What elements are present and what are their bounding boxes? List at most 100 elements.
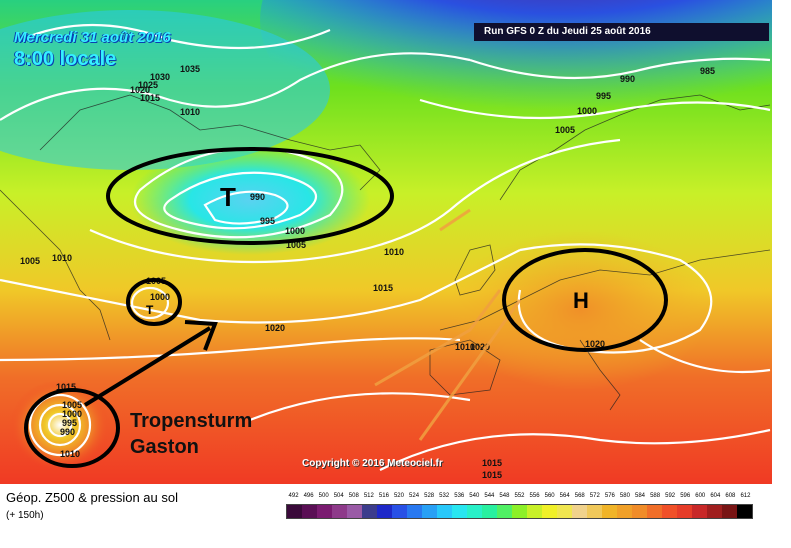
isobar-label: 990 [250, 192, 265, 202]
legend-tick-label: 612 [740, 493, 751, 499]
isobar-label: 1015 [140, 93, 160, 103]
isobar-label: 1010 [52, 253, 72, 263]
legend-tick-label: 588 [650, 493, 661, 499]
legend-swatch [587, 505, 602, 518]
high-annotation-circle [502, 248, 668, 352]
north-trough-area [260, 0, 772, 170]
legend-swatch [722, 505, 737, 518]
legend-tick-label: 568 [574, 493, 585, 499]
annotation-circles [24, 147, 668, 468]
isobar-label: 1000 [577, 106, 597, 116]
isobar-label: 1005 [20, 256, 40, 266]
small-low-annotation-circle [126, 278, 182, 326]
high-symbol: H [573, 288, 589, 313]
right-margin [772, 0, 791, 484]
color-legend [286, 504, 753, 519]
legend-tick-label: 528 [424, 493, 435, 499]
greenland-coast [39, 94, 381, 191]
isobar-label: 990 [620, 74, 635, 84]
isobar-label: 995 [596, 91, 611, 101]
legend-tick-label: 608 [725, 493, 736, 499]
legend-tick-label: 560 [544, 493, 555, 499]
legend-tick-label: 504 [333, 493, 344, 499]
legend-tick-label: 496 [303, 493, 314, 499]
legend-tick-label: 564 [559, 493, 570, 499]
legend-tick-label: 596 [680, 493, 691, 499]
uk-coast [454, 244, 496, 296]
isobar-label: 1030 [150, 72, 170, 82]
legend-swatch [452, 505, 467, 518]
legend-swatch [647, 505, 662, 518]
isobar-label: 990 [60, 427, 75, 437]
isobar-label: 1020 [470, 342, 490, 352]
isobar-label: 1000 [150, 292, 170, 302]
legend-swatch [707, 505, 722, 518]
iberia-coast [429, 339, 501, 396]
legend-tick-label: 548 [499, 493, 510, 499]
legend-swatch [317, 505, 332, 518]
isobar-label: 1005 [62, 400, 82, 410]
isobar-label: 1015 [482, 458, 502, 468]
system-symbols: T H T [146, 182, 589, 317]
isobar-label: 1010 [180, 107, 200, 117]
legend-swatch [302, 505, 317, 518]
legend-swatch [332, 505, 347, 518]
low-symbol: T [220, 182, 236, 212]
storm-track-arrow [83, 320, 218, 407]
legend-tick-label: 536 [454, 493, 465, 499]
legend-swatch [362, 505, 377, 518]
legend-swatch [407, 505, 422, 518]
legend-swatch [512, 505, 527, 518]
storm-annotation: Tropensturm Gaston [130, 408, 252, 460]
legend-swatch [392, 505, 407, 518]
isobar-label: 1000 [62, 409, 82, 419]
isobar-label: 1015 [373, 283, 393, 293]
legend-swatch [422, 505, 437, 518]
storm-label-line2: Gaston [130, 436, 199, 458]
low-core-area [130, 145, 370, 255]
isobar-label: 1015 [482, 470, 502, 480]
legend-swatch [542, 505, 557, 518]
storm-label-line1: Tropensturm [130, 410, 253, 432]
isobar-label: 1010 [60, 449, 80, 459]
coastlines [0, 94, 771, 411]
legend-swatch [347, 505, 362, 518]
legend-swatch [692, 505, 707, 518]
west-blue-area [0, 10, 330, 170]
legend-tick-label: 584 [635, 493, 646, 499]
legend-tick-label: 524 [409, 493, 420, 499]
forecast-hour: (+ 150h) [6, 510, 44, 521]
legend-swatch [617, 505, 632, 518]
legend-tick-label: 604 [710, 493, 721, 499]
legend-tick-label: 592 [665, 493, 676, 499]
legend-tick-label: 556 [529, 493, 540, 499]
legend-tick-label: 552 [514, 493, 525, 499]
isobar-label: 1025 [138, 80, 158, 90]
legend-tick-label: 500 [318, 493, 329, 499]
legend-tick-label: 544 [484, 493, 495, 499]
legend-tick-label: 572 [589, 493, 600, 499]
legend-swatch [287, 505, 302, 518]
isobar-label: 985 [700, 66, 715, 76]
legend-tick-label: 512 [363, 493, 374, 499]
time-label: 8:00 locale [14, 48, 117, 70]
run-label: Run GFS 0 Z du Jeudi 25 août 2016 [474, 23, 769, 41]
legend-tick-label: 600 [695, 493, 706, 499]
legend-swatch [632, 505, 647, 518]
north-america-coast [0, 189, 111, 341]
scandinavia-coast [499, 94, 771, 201]
legend-tick-labels: 492 496 500 504 508 512 516 520 524 528 532 536 540 5… [286, 493, 753, 503]
map-title: Géop. Z500 & pression au sol [6, 490, 178, 505]
isobar-label: 1015 [56, 382, 76, 392]
weather-map: 1035 1030 1025 1020 1015 1010 990 995 10… [0, 0, 772, 484]
italy-coast [579, 339, 621, 411]
legend-swatch [557, 505, 572, 518]
date-label: Mercredi 31 août 2016 [14, 29, 171, 46]
legend-swatch [527, 505, 542, 518]
legend-tick-label: 516 [378, 493, 389, 499]
isobar-label: 1010 [384, 247, 404, 257]
copyright: Copyright © 2016 Meteociel.fr [302, 458, 443, 469]
isobars [0, 23, 771, 471]
legend-swatch [662, 505, 677, 518]
isobar-label: 1005 [286, 240, 306, 250]
